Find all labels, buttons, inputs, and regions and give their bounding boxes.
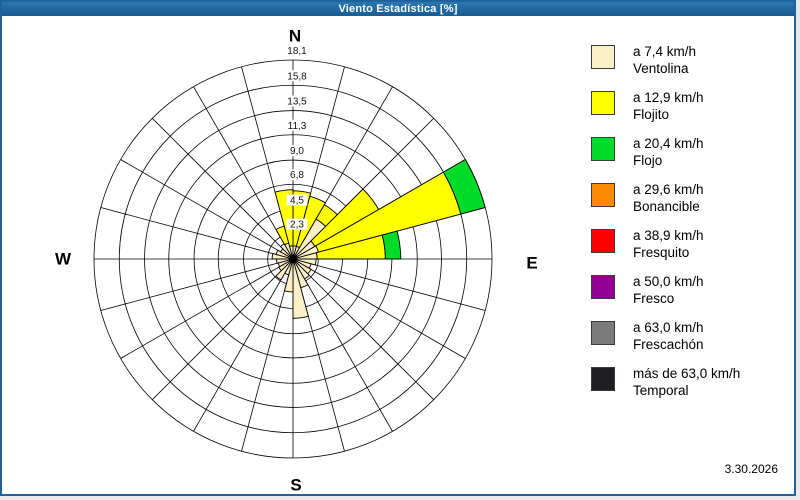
legend-item: a 50,0 km/h Fresco bbox=[591, 273, 786, 319]
legend-name: Flojo bbox=[633, 153, 663, 168]
legend-speed: a 29,6 km/h bbox=[633, 182, 704, 197]
legend-label: a 7,4 km/h Ventolina bbox=[633, 43, 696, 77]
legend-swatch bbox=[591, 321, 615, 345]
compass-label-east: E bbox=[526, 253, 538, 273]
title-bar[interactable]: Viento Estadística [%] bbox=[2, 2, 794, 16]
svg-text:13,5: 13,5 bbox=[287, 97, 307, 108]
date-label: 3.30.2026 bbox=[724, 462, 778, 476]
legend-label: a 20,4 km/h Flojo bbox=[633, 135, 704, 169]
legend-name: Temporal bbox=[633, 383, 689, 398]
legend-label: a 29,6 km/h Bonancible bbox=[633, 181, 704, 215]
legend-name: Flojito bbox=[633, 107, 670, 122]
legend-item: a 63,0 km/h Frescachón bbox=[591, 319, 786, 365]
wind-rose-svg: 2,3 4,5 6,8 9,0 11,3 13,5 15,8 18,1 bbox=[93, 45, 493, 459]
legend-swatch bbox=[591, 367, 615, 391]
legend-swatch bbox=[591, 275, 615, 299]
legend-speed: más de 63,0 km/h bbox=[633, 366, 741, 381]
compass-label-south: S bbox=[290, 475, 302, 494]
legend-name: Ventolina bbox=[633, 61, 689, 76]
legend-item: a 38,9 km/h Fresquito bbox=[591, 227, 786, 273]
legend-label: a 63,0 km/h Frescachón bbox=[633, 319, 704, 353]
svg-text:15,8: 15,8 bbox=[287, 71, 307, 82]
svg-text:18,1: 18,1 bbox=[287, 46, 307, 57]
legend-swatch bbox=[591, 45, 615, 69]
svg-text:2,3: 2,3 bbox=[290, 220, 304, 231]
svg-text:4,5: 4,5 bbox=[290, 196, 304, 207]
legend-label: a 50,0 km/h Fresco bbox=[633, 273, 704, 307]
compass-label-west: W bbox=[54, 249, 72, 269]
svg-text:9,0: 9,0 bbox=[290, 146, 304, 157]
svg-text:6,8: 6,8 bbox=[290, 170, 304, 181]
legend-label: a 38,9 km/h Fresquito bbox=[633, 227, 704, 261]
legend-speed: a 50,0 km/h bbox=[633, 274, 704, 289]
legend-name: Frescachón bbox=[633, 337, 704, 352]
legend-name: Fresquito bbox=[633, 245, 690, 260]
legend-speed: a 20,4 km/h bbox=[633, 136, 704, 151]
legend-speed: a 38,9 km/h bbox=[633, 228, 704, 243]
legend-item: a 29,6 km/h Bonancible bbox=[591, 181, 786, 227]
legend-speed: a 12,9 km/h bbox=[633, 90, 704, 105]
legend-item: a 20,4 km/h Flojo bbox=[591, 135, 786, 181]
legend-item: a 7,4 km/h Ventolina bbox=[591, 43, 786, 89]
legend-swatch bbox=[591, 137, 615, 161]
legend-speed: a 63,0 km/h bbox=[633, 320, 704, 335]
legend-label: más de 63,0 km/h Temporal bbox=[633, 365, 740, 399]
legend-name: Bonancible bbox=[633, 199, 700, 214]
legend: a 7,4 km/h Ventolina a 12,9 km/h Flojito a 2… bbox=[591, 43, 786, 411]
legend-swatch bbox=[591, 91, 615, 115]
window-title: Viento Estadística [%] bbox=[338, 3, 458, 15]
legend-speed: a 7,4 km/h bbox=[633, 44, 697, 59]
legend-item: a 12,9 km/h Flojito bbox=[591, 89, 786, 135]
legend-swatch bbox=[591, 229, 615, 253]
legend-label: a 12,9 km/h Flojito bbox=[633, 89, 704, 123]
svg-text:11,3: 11,3 bbox=[288, 121, 307, 132]
legend-name: Fresco bbox=[633, 291, 675, 306]
legend-swatch bbox=[591, 183, 615, 207]
compass-label-north: N bbox=[288, 26, 302, 46]
chart-area: 2,3 4,5 6,8 9,0 11,3 13,5 15,8 18,1 N E S W a 7… bbox=[2, 16, 794, 494]
legend-item: más de 63,0 km/h Temporal bbox=[591, 365, 786, 411]
